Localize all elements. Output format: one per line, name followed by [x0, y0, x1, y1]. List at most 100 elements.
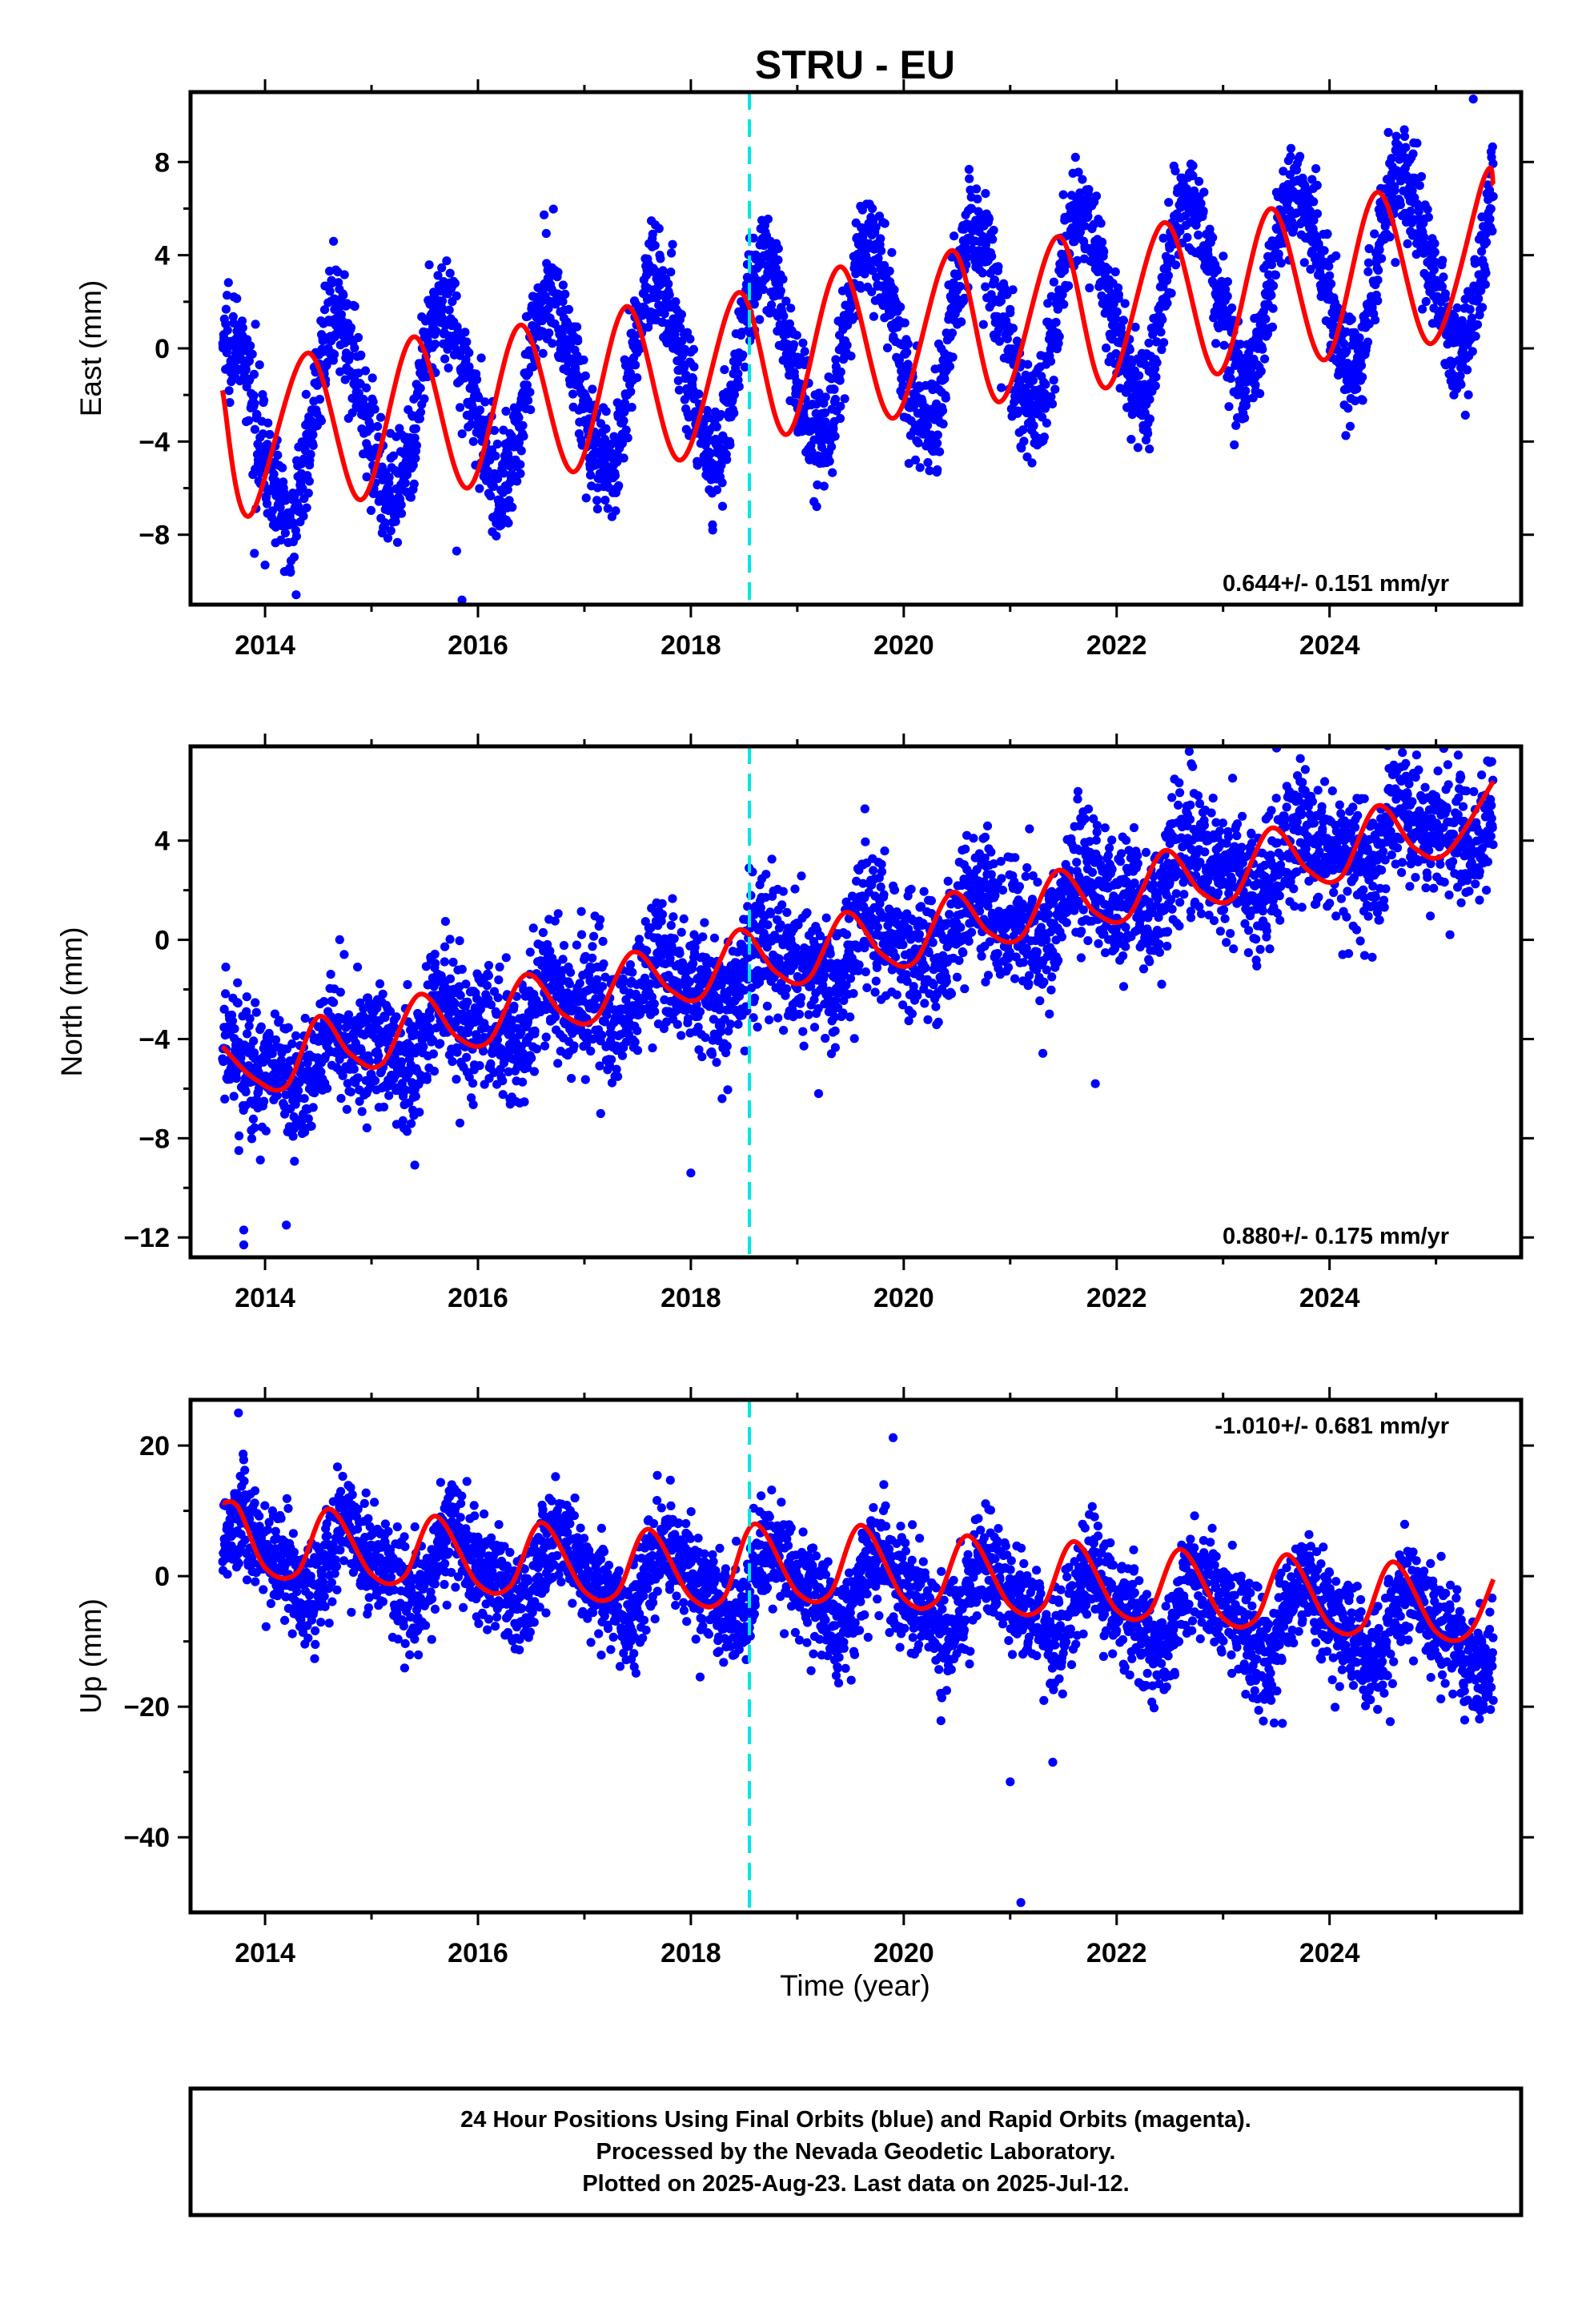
north-data-point — [335, 987, 345, 997]
north-data-point — [349, 1064, 359, 1074]
east-data-point — [1114, 290, 1123, 300]
east-data-point — [250, 424, 259, 434]
east-data-point — [468, 436, 478, 446]
east-data-point — [1312, 180, 1322, 190]
north-data-point — [607, 1055, 616, 1064]
east-data-point — [223, 344, 232, 354]
east-data-point — [246, 341, 255, 351]
north-data-point — [530, 1026, 540, 1035]
east-data-point — [1267, 322, 1278, 332]
east-data-point — [1421, 296, 1431, 307]
east-data-point — [516, 468, 525, 479]
east-data-point — [1110, 267, 1120, 277]
north-data-point — [463, 997, 472, 1007]
east-data-point — [626, 387, 636, 396]
east-data-point — [729, 408, 739, 418]
east-data-point — [1227, 303, 1237, 313]
east-data-point — [1258, 344, 1267, 354]
east-data-point — [984, 214, 994, 223]
east-data-point — [319, 305, 330, 315]
east-data-point — [489, 481, 499, 492]
east-data-point — [1309, 197, 1319, 207]
east-data-point — [330, 349, 339, 360]
north-data-point — [596, 1108, 605, 1119]
east-data-point — [1163, 271, 1173, 280]
east-data-point — [688, 374, 698, 384]
east-data-point — [949, 278, 958, 287]
east-data-point — [1039, 432, 1049, 442]
east-data-point — [289, 553, 299, 562]
chart-title: STRU - EU — [755, 42, 955, 87]
north-data-point — [227, 1016, 238, 1026]
east-data-point — [749, 300, 760, 309]
east-data-point — [1211, 339, 1221, 348]
east-data-point — [560, 289, 570, 299]
north-data-point — [553, 909, 563, 919]
east-data-point — [1221, 284, 1231, 294]
north-data-point — [613, 1072, 623, 1081]
east-data-point — [392, 537, 403, 547]
east-data-point — [671, 297, 681, 307]
east-data-point — [339, 270, 349, 279]
east-data-point — [729, 390, 740, 400]
east-y-tick-label: 4 — [155, 241, 170, 271]
east-data-point — [625, 368, 636, 378]
north-data-point — [628, 967, 637, 977]
east-data-point — [445, 268, 455, 278]
north-points — [218, 746, 1498, 1250]
east-data-point — [955, 282, 965, 292]
north-data-point — [445, 974, 456, 983]
east-points — [218, 94, 1498, 605]
east-data-point — [650, 240, 660, 251]
north-data-point — [498, 1076, 508, 1086]
north-data-point — [287, 1039, 297, 1048]
north-data-point — [540, 1041, 550, 1051]
east-data-point — [830, 432, 840, 441]
east-data-point — [1231, 420, 1241, 430]
east-data-point — [1008, 285, 1018, 295]
east-data-point — [1023, 360, 1033, 369]
north-data-point — [599, 959, 608, 969]
east-data-point — [913, 438, 923, 448]
east-data-point — [717, 460, 726, 470]
east-data-point — [1103, 265, 1113, 275]
east-data-point — [903, 360, 913, 369]
north-data-point — [374, 1051, 383, 1060]
north-data-point — [559, 941, 569, 951]
east-data-point — [798, 338, 808, 348]
east-data-point — [410, 433, 420, 443]
east-data-point — [302, 503, 311, 513]
east-data-point — [304, 476, 314, 486]
north-data-point — [632, 1046, 643, 1055]
east-data-point — [346, 351, 355, 361]
east-data-point — [540, 210, 549, 219]
east-data-point — [910, 455, 921, 465]
north-data-point — [271, 1035, 281, 1045]
east-data-point — [1171, 260, 1181, 270]
east-data-point — [1395, 200, 1405, 210]
east-data-point — [945, 362, 955, 372]
north-data-point — [429, 1067, 440, 1076]
east-data-point — [972, 184, 982, 194]
north-data-point — [336, 1094, 346, 1104]
east-data-point — [720, 365, 729, 375]
east-outlier-point — [250, 549, 259, 558]
east-data-point — [1371, 316, 1380, 325]
north-data-point — [353, 1073, 363, 1083]
east-data-point — [673, 376, 683, 385]
north-data-point — [532, 1044, 542, 1054]
east-data-point — [603, 504, 612, 513]
north-data-point — [326, 970, 335, 979]
east-data-point — [1151, 372, 1161, 382]
east-data-point — [1241, 386, 1251, 396]
north-data-point — [564, 979, 574, 989]
east-data-point — [1240, 413, 1250, 423]
east-data-point — [228, 312, 238, 321]
east-data-point — [548, 204, 558, 214]
east-data-point — [334, 278, 343, 287]
east-data-point — [957, 317, 966, 327]
east-data-point — [1482, 237, 1492, 247]
east-data-point — [1370, 229, 1379, 239]
east-data-point — [763, 215, 773, 224]
east-data-point — [819, 481, 829, 491]
